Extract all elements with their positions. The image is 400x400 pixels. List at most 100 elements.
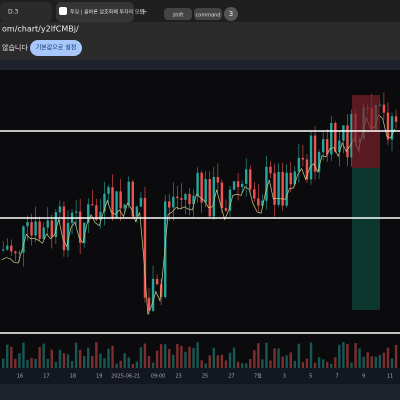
candle xyxy=(176,196,179,199)
volume xyxy=(42,343,45,368)
address-bar[interactable] xyxy=(0,22,400,36)
candle xyxy=(58,206,62,213)
volume xyxy=(321,359,325,368)
candle xyxy=(14,251,17,254)
candle xyxy=(269,166,272,174)
candle xyxy=(253,189,256,199)
candle xyxy=(313,135,317,172)
tab-title: D.3 xyxy=(8,9,19,16)
volume xyxy=(111,345,114,368)
key-label: command xyxy=(196,13,221,19)
candle xyxy=(236,181,240,188)
candle xyxy=(34,221,37,236)
volume xyxy=(14,358,17,368)
tab-title: 투딩 | 올바른 암호화폐 투자의 모든 xyxy=(70,9,144,16)
x-label: 17 xyxy=(43,374,49,380)
volume xyxy=(273,348,276,368)
volume xyxy=(172,354,175,368)
candle xyxy=(346,125,349,158)
volume xyxy=(131,363,134,368)
volume xyxy=(168,349,171,368)
candle xyxy=(95,205,98,220)
volume xyxy=(330,363,333,368)
new-tab[interactable]: + xyxy=(140,8,148,18)
volume xyxy=(228,352,232,368)
volume xyxy=(297,343,301,368)
candle xyxy=(26,222,29,227)
candle xyxy=(74,211,78,213)
candle xyxy=(285,172,288,206)
x-label: 23 xyxy=(175,374,181,380)
volume xyxy=(159,344,163,368)
candle xyxy=(123,204,126,209)
candle xyxy=(309,135,313,180)
x-label: 18 xyxy=(70,374,76,380)
candle xyxy=(297,157,301,172)
candle xyxy=(91,204,94,206)
volume xyxy=(208,355,211,368)
volume xyxy=(236,361,240,368)
candle xyxy=(240,183,244,188)
volume xyxy=(277,348,280,368)
candle xyxy=(115,191,118,218)
volume xyxy=(249,358,252,368)
candles xyxy=(1,92,398,368)
candle xyxy=(147,297,151,311)
favicon xyxy=(59,7,67,15)
tab[interactable] xyxy=(0,2,52,22)
volume xyxy=(30,357,33,368)
tab-active[interactable] xyxy=(56,2,134,22)
key xyxy=(224,7,238,21)
volume xyxy=(245,363,248,368)
candle xyxy=(204,179,207,203)
candle xyxy=(54,212,58,238)
x-labels: 16 17 18 19 2025-06-21 09:00 23 25 27 7월 3 5 7 9 11 xyxy=(17,373,393,380)
candle xyxy=(111,187,114,218)
candle xyxy=(289,172,292,185)
candle xyxy=(273,173,276,205)
key-label: 3 xyxy=(229,10,233,18)
volume xyxy=(103,358,106,368)
candle xyxy=(87,204,90,223)
candle xyxy=(135,206,139,217)
volume xyxy=(350,362,353,368)
candle xyxy=(261,200,264,206)
volume xyxy=(338,344,341,368)
key xyxy=(194,8,222,20)
volume xyxy=(192,348,195,368)
x-label: 5 xyxy=(309,374,312,380)
volume xyxy=(34,358,37,368)
volume xyxy=(50,349,53,368)
default-button[interactable] xyxy=(30,40,82,56)
candle xyxy=(22,226,25,253)
x-label: 19 xyxy=(96,374,102,380)
volume xyxy=(386,347,390,368)
volume xyxy=(370,356,373,368)
volume xyxy=(180,345,183,368)
candle xyxy=(245,169,248,184)
url: om/chart/y2lfCMBj/ xyxy=(2,25,79,34)
volume xyxy=(127,357,130,368)
candle xyxy=(386,112,390,140)
x-label: 16 xyxy=(17,374,23,380)
volume xyxy=(362,356,365,368)
volume xyxy=(54,362,58,368)
volume xyxy=(151,362,155,368)
candle xyxy=(277,172,280,205)
candle xyxy=(119,191,122,209)
candle xyxy=(208,179,211,217)
volume xyxy=(354,343,357,368)
x-label: 2025-06-21 xyxy=(111,374,140,380)
volume xyxy=(224,360,228,368)
candle xyxy=(184,194,187,200)
volume xyxy=(366,352,369,368)
x-label: 25 xyxy=(202,374,208,380)
candle xyxy=(172,196,175,208)
candle xyxy=(326,139,329,155)
candle xyxy=(196,172,199,196)
volume xyxy=(10,346,13,368)
volume xyxy=(313,362,317,368)
candle xyxy=(334,123,337,152)
candle xyxy=(265,166,268,201)
volume xyxy=(155,350,159,368)
